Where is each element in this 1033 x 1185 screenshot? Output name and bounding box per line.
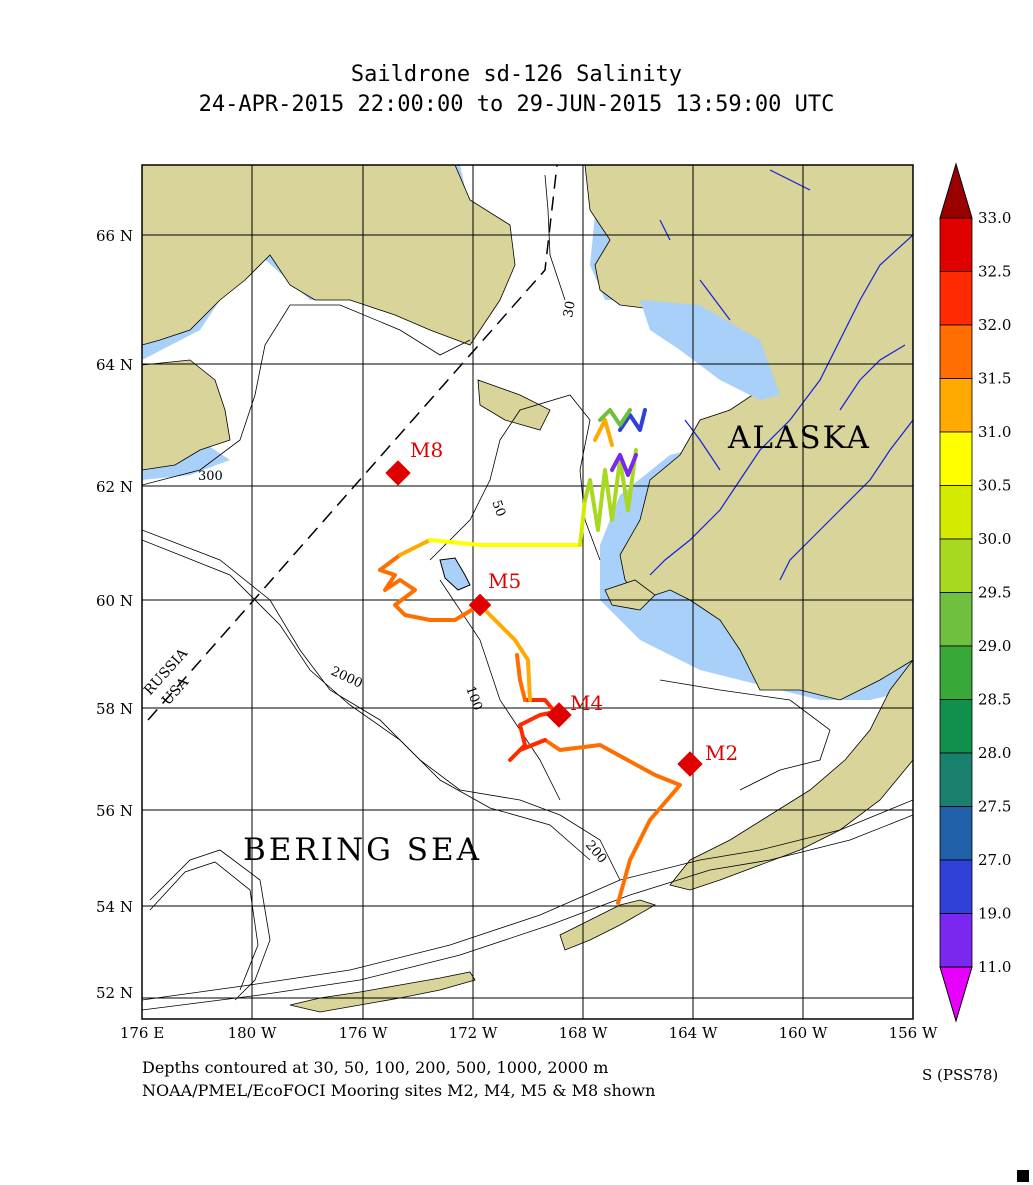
contour-label-30: 30 bbox=[561, 300, 579, 319]
colorbar-tick-label: 29.5 bbox=[978, 584, 1011, 602]
lat-label: 64 N bbox=[96, 356, 133, 374]
colorbar-tick-label: 31.0 bbox=[978, 423, 1011, 441]
colorbar-swatch bbox=[939, 699, 973, 754]
region-label-alaska: ALASKA bbox=[727, 420, 871, 456]
land-chukotka-south bbox=[142, 359, 231, 471]
lat-label: 66 N bbox=[96, 227, 133, 245]
lat-lon-grid bbox=[142, 165, 913, 1019]
colorbar-swatch bbox=[939, 806, 973, 861]
colorbar-tick-label: 32.0 bbox=[978, 316, 1011, 334]
colorbar-tick-label: 28.5 bbox=[978, 691, 1011, 709]
lon-label: 160 W bbox=[779, 1024, 828, 1042]
colorbar-tick-label: 30.0 bbox=[978, 530, 1011, 548]
land-aleutians bbox=[559, 899, 656, 951]
colorbar-tick-label: 28.0 bbox=[978, 744, 1011, 762]
land-nunivak bbox=[604, 579, 656, 611]
region-label-bering-sea: BERING SEA bbox=[243, 832, 482, 868]
footer-depth-note: Depths contoured at 30, 50, 100, 200, 50… bbox=[142, 1058, 609, 1077]
colorbar-swatch bbox=[939, 645, 973, 700]
colorbar-swatch bbox=[939, 271, 973, 326]
colorbar-swatch bbox=[939, 538, 973, 593]
lat-label: 58 N bbox=[96, 700, 133, 718]
colorbar-tick-label: 27.5 bbox=[978, 798, 1011, 816]
mooring-label-m8: M8 bbox=[410, 438, 443, 462]
lon-label: 164 W bbox=[669, 1024, 718, 1042]
lon-label: 168 W bbox=[559, 1024, 608, 1042]
contour-label-50: 50 bbox=[488, 498, 508, 519]
lat-label: 62 N bbox=[96, 478, 133, 496]
colorbar-tick-label: 27.0 bbox=[978, 851, 1011, 869]
lat-label: 56 N bbox=[96, 802, 133, 820]
rivers bbox=[649, 169, 913, 581]
colorbar-tick-label: 31.5 bbox=[978, 370, 1011, 388]
colorbar-swatch bbox=[939, 913, 973, 968]
colorbar-tick-label: 30.5 bbox=[978, 477, 1011, 495]
colorbar-swatch bbox=[939, 217, 973, 272]
land-st-lawrence bbox=[477, 379, 551, 431]
colorbar-swatch bbox=[939, 431, 973, 486]
land-alaska-peninsula bbox=[669, 659, 913, 891]
land-st-matthew bbox=[439, 557, 471, 591]
lon-label: 176 E bbox=[120, 1024, 164, 1042]
lat-label: 54 N bbox=[96, 898, 133, 916]
footer-mooring-note: NOAA/PMEL/EcoFOCI Mooring sites M2, M4, … bbox=[142, 1081, 656, 1100]
mooring-label-m2: M2 bbox=[705, 741, 738, 765]
lat-label: 52 N bbox=[96, 984, 133, 1002]
contour-label-300: 300 bbox=[198, 469, 223, 484]
mooring-label-m5: M5 bbox=[488, 569, 521, 593]
colorbar-unit: S (PSS78) bbox=[922, 1066, 999, 1084]
mooring-marker-m5 bbox=[468, 593, 492, 617]
corner-marker bbox=[1017, 1170, 1029, 1182]
colorbar: 33.0 32.5 32.0 31.5 31.0 30.5 30.0 29.5 29.0 28.5… bbox=[939, 162, 1011, 1023]
colorbar-swatch bbox=[939, 859, 973, 914]
mooring-marker-m8 bbox=[385, 460, 411, 486]
colorbar-top-arrow bbox=[939, 162, 973, 219]
lon-label: 176 W bbox=[339, 1024, 388, 1042]
lon-label: 180 W bbox=[228, 1024, 277, 1042]
lon-label: 156 W bbox=[889, 1024, 938, 1042]
colorbar-swatch bbox=[939, 752, 973, 807]
colorbar-swatch bbox=[939, 324, 973, 379]
colorbar-swatch bbox=[939, 485, 973, 540]
mooring-marker-m4 bbox=[546, 702, 572, 728]
colorbar-swatch bbox=[939, 592, 973, 647]
map-subtitle: 24-APR-2015 22:00:00 to 29-JUN-2015 13:5… bbox=[198, 92, 835, 117]
mooring-marker-m2 bbox=[677, 751, 703, 777]
russia-usa-border bbox=[147, 165, 558, 721]
map-frame bbox=[141, 164, 914, 1020]
colorbar-tick-label: 11.0 bbox=[978, 958, 1011, 976]
land-seward-peninsula-bay bbox=[640, 300, 780, 400]
depth-contours bbox=[142, 174, 913, 1011]
mooring-markers bbox=[385, 460, 703, 777]
colorbar-swatch bbox=[939, 378, 973, 433]
mooring-label-m4: M4 bbox=[570, 691, 603, 715]
colorbar-tick-label: 19.0 bbox=[978, 905, 1011, 923]
saildrone-track bbox=[378, 408, 682, 905]
lat-label: 60 N bbox=[96, 592, 133, 610]
colorbar-tick-label: 32.5 bbox=[978, 263, 1011, 281]
land-chukotka bbox=[142, 165, 516, 346]
colorbar-bottom-arrow bbox=[939, 966, 973, 1023]
colorbar-tick-label: 29.0 bbox=[978, 637, 1011, 655]
lon-label: 172 W bbox=[449, 1024, 498, 1042]
map-title: Saildrone sd-126 Salinity bbox=[350, 62, 683, 87]
colorbar-tick-label: 33.0 bbox=[978, 209, 1011, 227]
land-alaska bbox=[584, 165, 913, 701]
